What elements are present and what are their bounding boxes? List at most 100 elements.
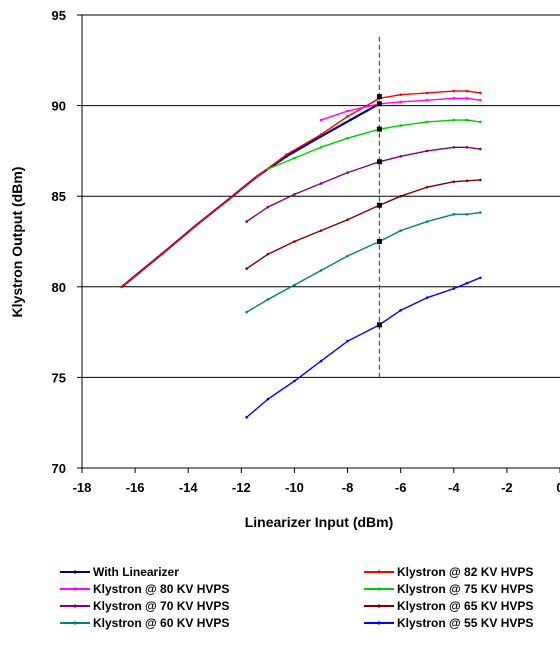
data-point <box>465 118 469 122</box>
data-point <box>425 98 429 102</box>
data-point <box>399 100 402 104</box>
data-point <box>346 254 349 258</box>
x-axis-title: Linearizer Input (dBm) <box>245 514 394 530</box>
x-tick-label: -18 <box>73 480 92 495</box>
data-point <box>452 180 456 184</box>
series-line-5 <box>246 179 481 270</box>
data-point <box>160 252 163 256</box>
legend-label: Klystron @ 70 KV HVPS <box>93 599 229 613</box>
data-point <box>245 415 248 419</box>
data-point <box>479 211 482 214</box>
data-point <box>348 118 352 122</box>
series-line-3 <box>267 119 481 170</box>
series-line-7 <box>246 277 481 418</box>
data-point <box>399 124 402 127</box>
data-point <box>255 174 259 178</box>
series-line-1 <box>121 90 481 288</box>
data-point <box>425 91 429 95</box>
reference-marker <box>376 239 382 244</box>
data-point <box>346 136 349 140</box>
data-point <box>319 359 323 363</box>
legend-swatch-marker <box>377 570 381 574</box>
data-point <box>479 178 482 182</box>
x-tick-label: 0 <box>556 480 560 495</box>
y-tick-label: 80 <box>52 280 66 295</box>
data-point <box>245 310 248 314</box>
data-point <box>226 198 230 202</box>
legend-swatch-marker <box>73 587 77 591</box>
reference-marker <box>376 126 382 132</box>
data-point <box>452 287 456 290</box>
grid-lines <box>82 14 560 378</box>
data-point <box>465 179 469 183</box>
data-point <box>346 109 349 113</box>
reference-marker <box>376 159 382 165</box>
axes <box>77 14 560 473</box>
reference-marker <box>376 101 382 107</box>
data-point <box>479 147 482 151</box>
data-point <box>479 120 482 124</box>
data-point <box>346 171 349 174</box>
data-point <box>293 193 296 196</box>
y-tick-label: 75 <box>52 370 66 385</box>
data-point <box>266 252 270 256</box>
data-point <box>293 379 296 383</box>
x-tick-label: -4 <box>448 480 460 495</box>
legend-label: Klystron @ 80 KV HVPS <box>93 582 229 596</box>
data-point <box>465 145 469 149</box>
data-point <box>465 89 469 93</box>
y-axis-title: Klystron Output (dBm) <box>9 167 25 318</box>
data-point <box>319 269 323 272</box>
legend-swatch-marker <box>377 604 381 608</box>
data-point <box>399 155 402 158</box>
data-point <box>245 220 248 223</box>
data-point <box>319 182 323 185</box>
data-point <box>319 133 323 136</box>
y-tick-label: 70 <box>52 461 66 476</box>
legend-label: Klystron @ 65 KV HVPS <box>397 599 533 613</box>
data-point <box>293 240 296 243</box>
data-point <box>465 213 469 216</box>
legend-swatch-marker <box>377 587 381 591</box>
reference-marker <box>376 94 382 100</box>
data-point <box>479 276 482 280</box>
data-point <box>465 97 469 100</box>
data-point <box>266 397 270 401</box>
data-point <box>346 115 349 118</box>
legend-label: With Linearizer <box>93 565 179 579</box>
x-tick-label: -6 <box>395 480 407 495</box>
legend-label: Klystron @ 55 KV HVPS <box>397 616 533 630</box>
data-point <box>452 145 456 149</box>
data-point <box>266 167 270 171</box>
data-point <box>266 205 270 209</box>
legend-swatch-marker <box>73 621 77 625</box>
data-point <box>465 281 469 285</box>
tick-labels: -18 -16 -14 -12 -10 -8 -6 -4 -2 0 70 75 80 85 90 95 <box>52 8 560 495</box>
legend: With Linearizer Klystron @ 82 KV HVPS Klys… <box>60 565 533 630</box>
series-line-2 <box>320 97 481 121</box>
y-tick-label: 95 <box>52 8 66 23</box>
data-point <box>425 220 429 223</box>
y-tick-label: 85 <box>52 189 66 204</box>
x-tick-label: -16 <box>126 480 145 495</box>
legend-label: Klystron @ 60 KV HVPS <box>93 616 229 630</box>
series-lines <box>120 89 482 419</box>
data-point <box>399 229 402 232</box>
data-point <box>425 120 429 124</box>
data-point <box>425 296 429 299</box>
data-point <box>452 89 456 93</box>
data-point <box>399 309 402 312</box>
x-tick-label: -10 <box>285 480 304 495</box>
data-point <box>479 98 482 102</box>
data-point <box>120 285 124 289</box>
x-tick-label: -8 <box>342 480 354 495</box>
y-tick-label: 90 <box>52 99 66 114</box>
data-point <box>399 194 402 198</box>
data-point <box>266 298 270 301</box>
data-point <box>479 91 482 95</box>
data-point <box>194 223 198 227</box>
data-point <box>285 153 288 156</box>
legend-label: Klystron @ 82 KV HVPS <box>397 565 533 579</box>
legend-swatch-marker <box>377 621 381 625</box>
